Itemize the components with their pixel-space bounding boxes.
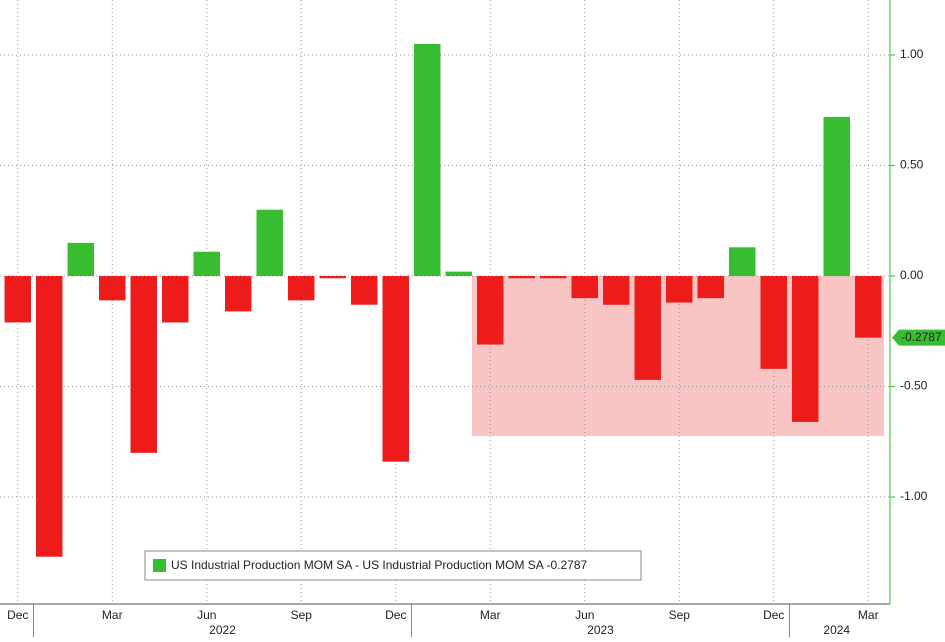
y-tick-label: 1.00 xyxy=(900,47,924,61)
bar xyxy=(508,276,535,279)
bar xyxy=(634,276,661,380)
x-tick-label: Mar xyxy=(480,608,501,622)
y-tick-label: -1.00 xyxy=(900,489,928,503)
bar xyxy=(729,247,756,277)
value-label: -0.2787 xyxy=(901,330,942,344)
year-label: 2023 xyxy=(587,623,614,637)
legend-box xyxy=(144,550,642,581)
bar xyxy=(67,242,94,277)
bar xyxy=(351,276,378,305)
bar xyxy=(540,276,567,279)
x-tick-label: Dec xyxy=(7,608,28,622)
bar xyxy=(382,276,409,462)
bar xyxy=(256,209,283,277)
bar xyxy=(697,276,724,299)
year-label: 2024 xyxy=(823,623,850,637)
bar xyxy=(99,276,126,301)
bar xyxy=(36,276,63,557)
bar xyxy=(162,276,189,323)
x-tick-label: Dec xyxy=(763,608,784,622)
bar xyxy=(319,276,346,279)
x-tick-label: Mar xyxy=(858,608,879,622)
bar xyxy=(225,276,252,312)
bar xyxy=(603,276,630,305)
x-tick-label: Jun xyxy=(197,608,216,622)
bar xyxy=(792,276,819,422)
year-label: 2022 xyxy=(209,623,236,637)
legend-label: US Industrial Production MOM SA - US Ind… xyxy=(171,558,588,572)
bar xyxy=(4,276,31,323)
bar xyxy=(855,276,882,338)
bar xyxy=(288,276,315,301)
legend-swatch xyxy=(153,559,166,572)
bar xyxy=(193,251,220,277)
bar xyxy=(571,276,598,299)
x-tick-label: Jun xyxy=(575,608,594,622)
y-tick-label: 0.50 xyxy=(900,158,924,172)
y-tick-label: 0.00 xyxy=(900,268,924,282)
bar xyxy=(477,276,504,345)
value-tag xyxy=(892,329,945,346)
bar xyxy=(445,271,472,277)
y-tick-label: -0.50 xyxy=(900,379,928,393)
bar xyxy=(823,116,850,277)
bar xyxy=(666,276,693,303)
bar xyxy=(760,276,787,369)
bar xyxy=(414,43,441,277)
x-tick-label: Sep xyxy=(669,608,691,622)
x-tick-label: Mar xyxy=(102,608,123,622)
x-tick-label: Dec xyxy=(385,608,406,622)
bar xyxy=(130,276,157,453)
x-tick-label: Sep xyxy=(291,608,313,622)
